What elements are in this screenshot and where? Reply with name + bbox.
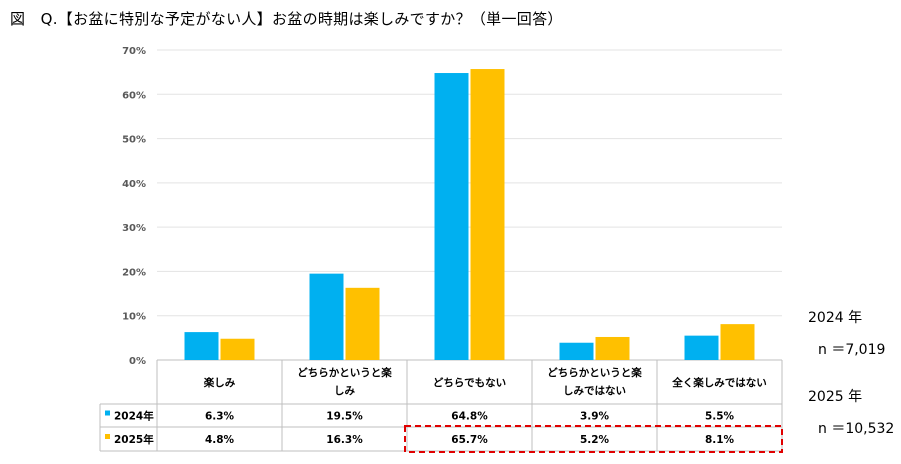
y-tick-label: 50% bbox=[122, 135, 146, 146]
category-label: 全く楽しみではない bbox=[671, 376, 767, 389]
bar-2024 bbox=[184, 332, 219, 360]
bar-2024 bbox=[434, 73, 469, 361]
data-label: 5.5% bbox=[705, 411, 735, 423]
legend-swatch bbox=[105, 410, 110, 416]
category-label: 楽しみ bbox=[203, 376, 236, 389]
y-tick-label: 60% bbox=[122, 90, 146, 101]
row-header: 2025年 bbox=[114, 433, 154, 446]
data-label: 16.3% bbox=[326, 434, 363, 446]
gridlines bbox=[157, 49, 782, 361]
note-year-2024: 2024 年 bbox=[808, 310, 863, 326]
y-tick-label: 20% bbox=[122, 267, 146, 278]
note-n-2025: n ＝10,532 bbox=[818, 421, 895, 437]
data-table: 楽しみどちらかというと楽しみどちらでもないどちらかというと楽しみではない全く楽し… bbox=[99, 360, 783, 452]
y-tick-label: 30% bbox=[122, 223, 146, 234]
y-tick-label: 10% bbox=[122, 312, 146, 323]
bar-2025 bbox=[345, 287, 380, 360]
data-label: 19.5% bbox=[326, 411, 363, 423]
bar-2024 bbox=[684, 335, 719, 360]
category-label: どちらでもない bbox=[433, 376, 506, 389]
y-tick-label: 70% bbox=[122, 46, 146, 57]
bar-2025 bbox=[470, 69, 505, 361]
bar-2025 bbox=[720, 324, 755, 360]
bar-2024 bbox=[309, 273, 344, 360]
data-label: 64.8% bbox=[451, 411, 488, 423]
category-label: どちらかというと楽 bbox=[547, 366, 642, 379]
data-label: 8.1% bbox=[705, 434, 735, 446]
y-tick-label: 0% bbox=[129, 356, 146, 367]
bar-2025 bbox=[595, 336, 630, 360]
bar-2025 bbox=[220, 338, 255, 360]
highlight-box bbox=[404, 425, 783, 453]
data-label: 6.3% bbox=[205, 411, 235, 423]
legend-swatch bbox=[105, 434, 110, 439]
category-label: どちらかというと楽 bbox=[297, 366, 392, 379]
category-label: しみではない bbox=[563, 385, 626, 397]
bars bbox=[184, 69, 755, 361]
bar-2024 bbox=[559, 342, 594, 360]
row-header: 2024年 bbox=[114, 410, 154, 423]
note-n-2024: n ＝7,019 bbox=[818, 342, 886, 358]
note-year-2025: 2025 年 bbox=[808, 389, 863, 405]
data-label: 4.8% bbox=[205, 434, 235, 446]
data-label: 65.7% bbox=[451, 434, 488, 446]
y-tick-label: 40% bbox=[122, 179, 146, 190]
data-label: 5.2% bbox=[580, 434, 610, 446]
y-axis: 0% 10% 20% 30% 40% 50% 60% 70% bbox=[122, 46, 146, 367]
data-label: 3.9% bbox=[580, 411, 610, 423]
chart-title: 図 Q.【お盆に特別な予定がない人】お盆の時期は楽しみですか？（単一回答） bbox=[10, 10, 563, 28]
category-label: しみ bbox=[334, 385, 355, 397]
